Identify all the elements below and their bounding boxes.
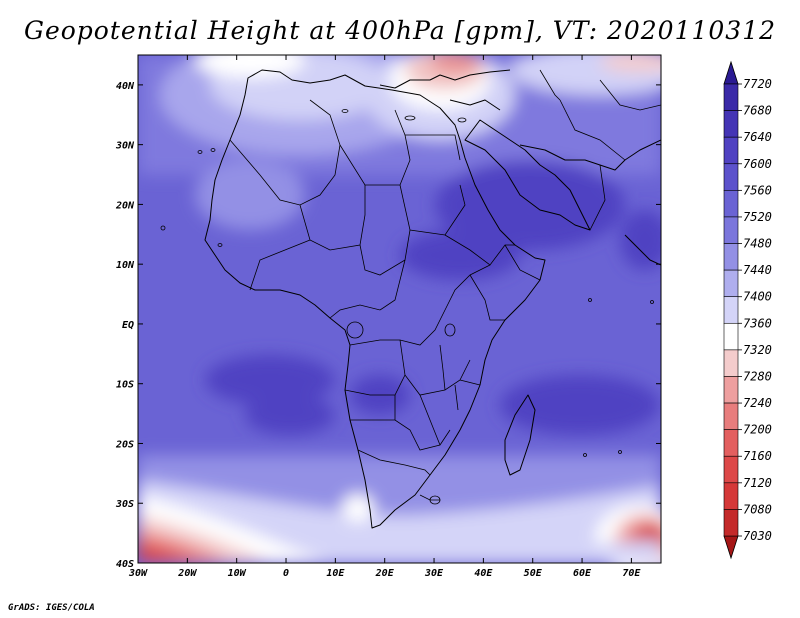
colorbar-segment (723, 455, 739, 484)
lat-tick-label: 30N (115, 141, 135, 152)
colorbar-label: 7240 (743, 396, 772, 410)
colorbar-label: 7640 (743, 130, 772, 144)
lon-tick-label: 50E (524, 568, 543, 579)
colorbar-label: 7120 (743, 476, 772, 490)
colorbar-label: 7080 (743, 502, 772, 516)
colorbar-segment (723, 429, 739, 457)
colorbar-segment (723, 136, 739, 165)
colorbar-label: 7720 (743, 77, 772, 91)
lat-tick-label: EQ (122, 320, 134, 331)
colorbar-segment (723, 163, 739, 191)
colorbar-label: 7560 (743, 183, 772, 197)
lon-tick-label: 40E (474, 568, 493, 579)
lon-tick-label: 10W (228, 568, 247, 579)
colorbar-label: 7200 (743, 423, 772, 437)
lat-tick-label: 40N (116, 81, 135, 92)
colorbar-segment (723, 83, 739, 111)
colorbar-segment (723, 482, 739, 510)
country-borders (229, 69, 661, 501)
colorbar-label: 7030 (743, 529, 772, 543)
colorbar-segment (723, 322, 739, 351)
lakes-islands (160, 109, 654, 505)
colorbar-label: 7680 (743, 104, 772, 118)
colorbar-label: 7320 (743, 343, 772, 357)
colorbar-segment (723, 296, 739, 324)
colorbar-label: 7480 (743, 237, 772, 251)
colorbar-label: 7360 (743, 316, 772, 330)
colorbar-bottom-arrow (723, 535, 739, 560)
lat-tick-label: 40S (116, 559, 134, 570)
lon-tick-label: 60E (573, 568, 592, 579)
map-title: Geopotential Height at 400hPa [gpm], VT:… (23, 16, 777, 45)
lon-tick-label: 20W (177, 568, 197, 579)
lat-tick-label: 20S (115, 439, 134, 450)
map-frame (137, 54, 662, 564)
colorbar-label: 7400 (743, 290, 772, 304)
lon-tick-label: 30E (424, 568, 444, 579)
lon-tick-label: 70E (622, 568, 641, 579)
colorbar-segment (723, 269, 739, 298)
colorbar-segment (723, 509, 739, 537)
lon-tick-label: 20E (375, 568, 395, 579)
colorbar-label: 7160 (743, 449, 772, 463)
height-field-shading (138, 55, 661, 563)
colorbar-segment (723, 243, 739, 271)
lon-tick-label: 10E (326, 568, 345, 579)
colorbar-segment (723, 376, 739, 404)
colorbar-label: 7600 (743, 157, 772, 171)
lat-tick-label: 10S (116, 380, 134, 391)
colorbar-top-arrow (723, 60, 739, 85)
lat-tick-label: 20N (115, 200, 135, 211)
lon-tick-label: 0 (283, 568, 289, 579)
lat-tick-label: 30S (115, 499, 134, 510)
axis-ticks: 30W 20W 10W 0 10E 20E 30E 40E 50E 60E 70E 40N 30N 20N… (115, 55, 661, 579)
colorbar-segment (723, 349, 739, 377)
colorbar-segment (723, 190, 739, 218)
colorbar-label: 7520 (743, 210, 772, 224)
colorbar-segment (723, 402, 739, 430)
colorbar-label: 7440 (743, 263, 772, 277)
lon-tick-label: 30W (128, 568, 148, 579)
colorbar-segment (723, 110, 739, 138)
lat-tick-label: 10N (116, 260, 135, 271)
map-plot-area (138, 55, 661, 563)
grads-credit: GrADS: IGES/COLA (8, 603, 95, 613)
colorbar-segment (723, 216, 739, 244)
colorbar: 7720 7680 7640 7600 7560 7520 7480 7440 7400 7360… (723, 60, 772, 560)
colorbar-label: 7280 (743, 369, 772, 383)
